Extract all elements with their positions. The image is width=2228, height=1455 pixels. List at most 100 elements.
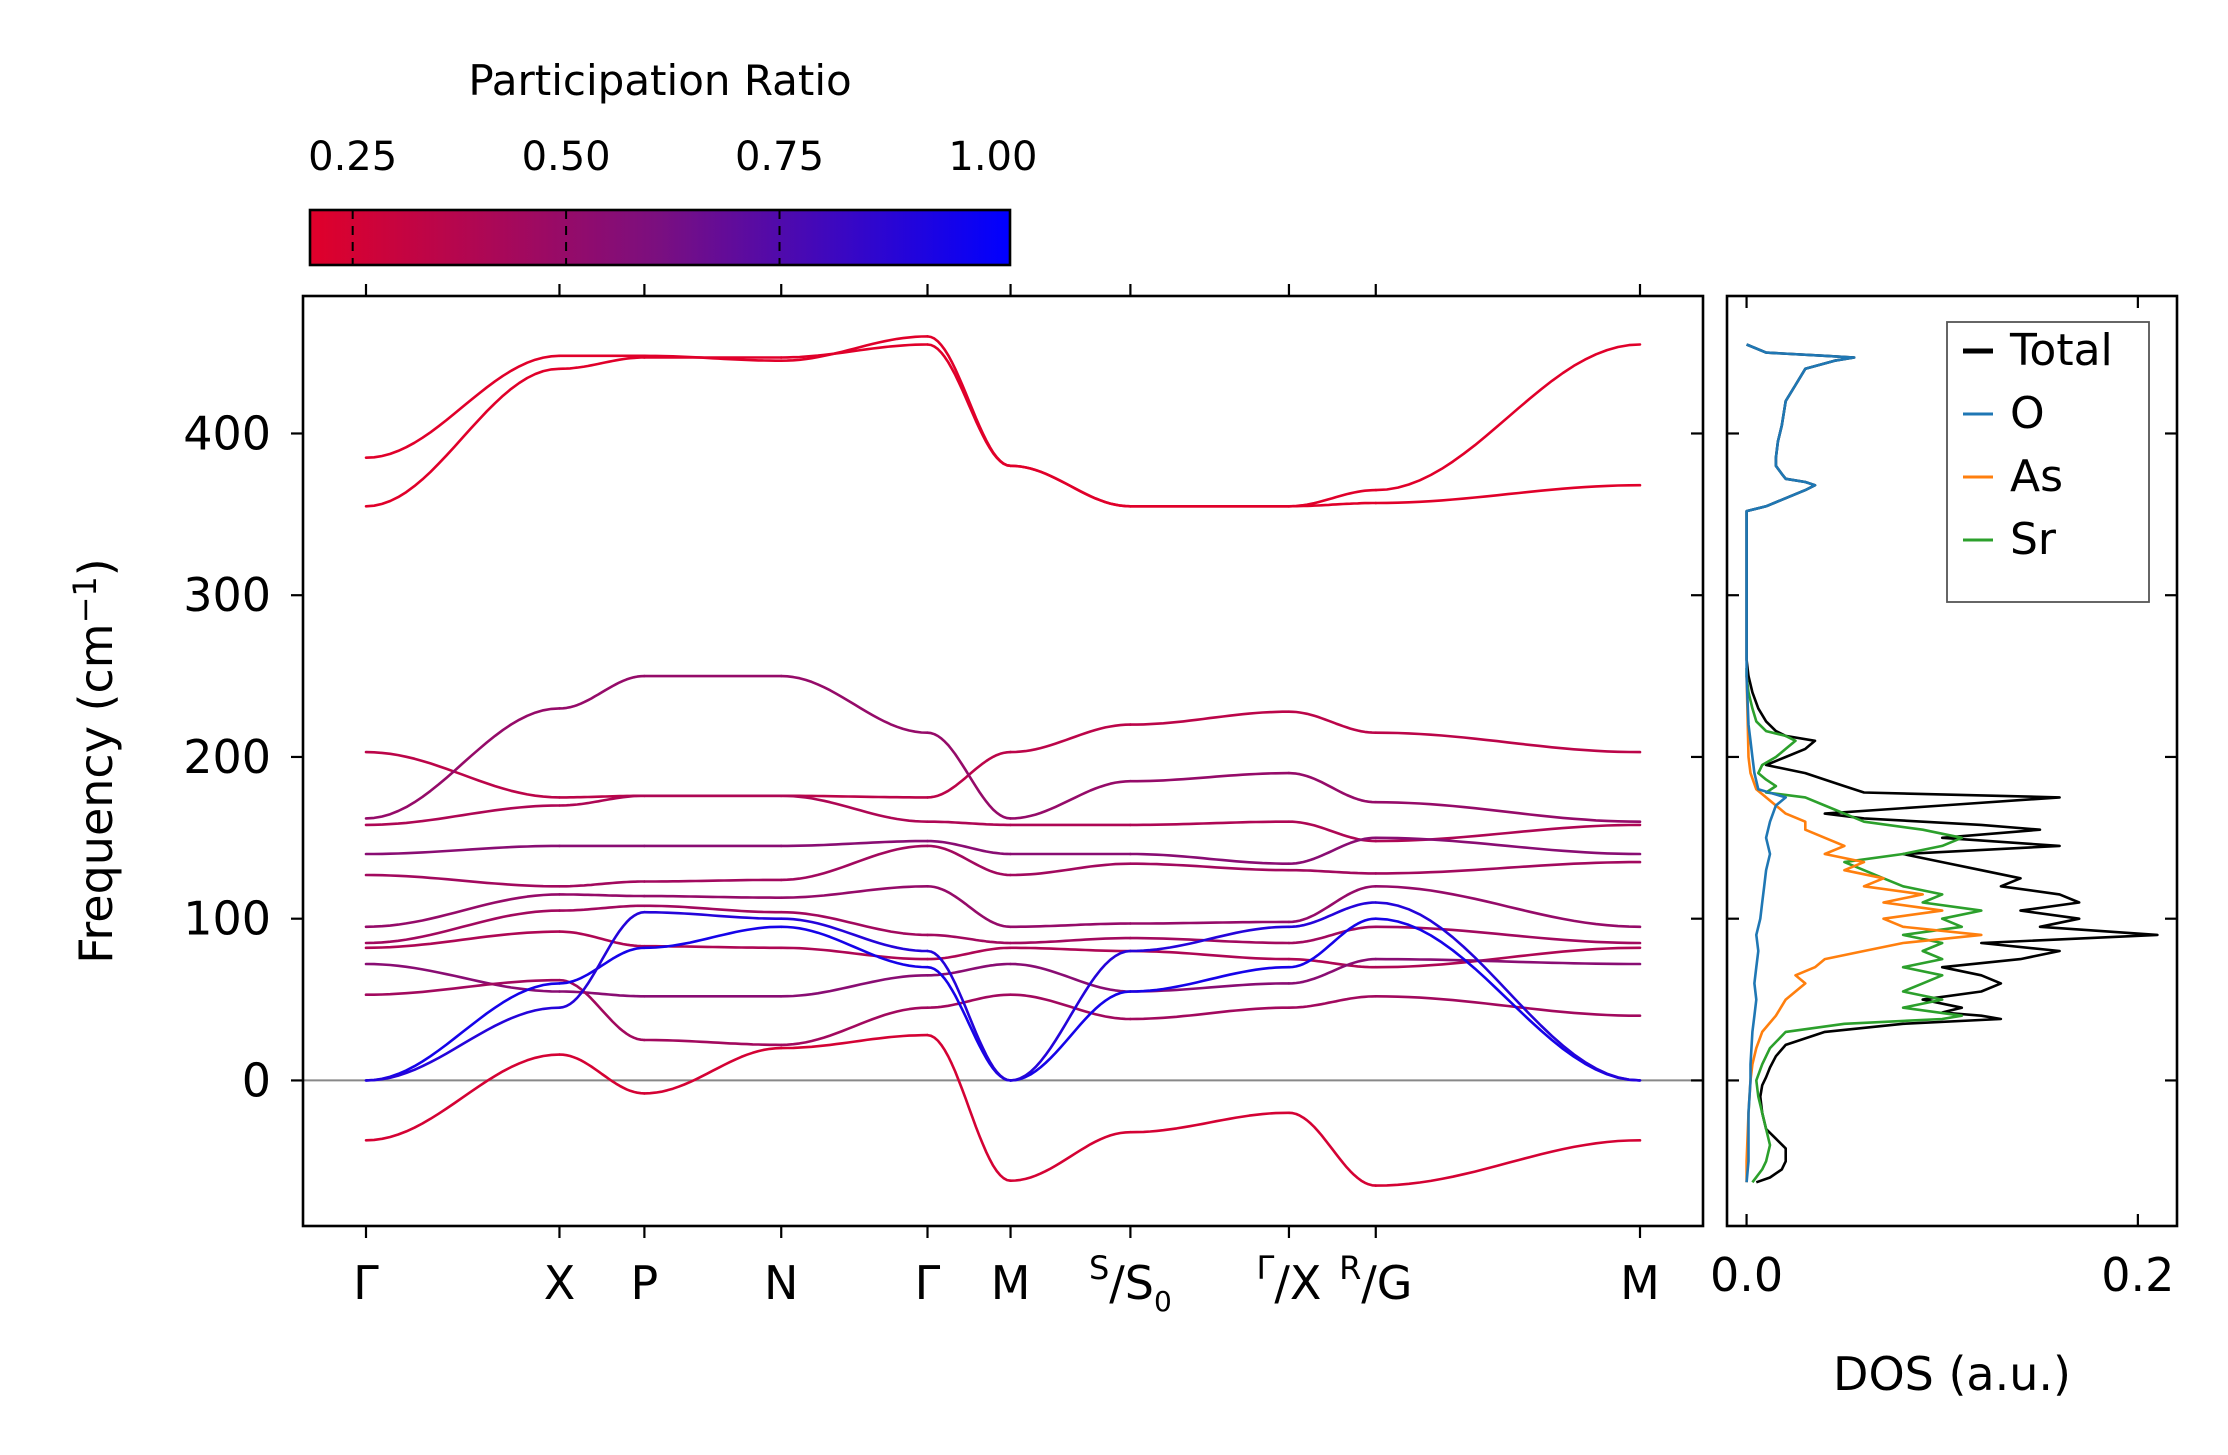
- band-segment: [1009, 946, 1132, 953]
- band-segment: [558, 893, 646, 898]
- colorbar-title: Participation Ratio: [468, 56, 851, 105]
- y-tick-label: 100: [183, 892, 271, 946]
- dos-line-sr: [1745, 668, 1983, 1184]
- band-segment: [1129, 936, 1291, 945]
- band-segment: [1129, 1006, 1291, 1021]
- y-axis-title-end: ): [69, 558, 123, 576]
- legend-items: Total O As Sr: [1963, 325, 2113, 565]
- band-segment: [779, 1033, 929, 1050]
- band-segment: [364, 707, 561, 820]
- band-segment: [1287, 1111, 1378, 1187]
- band-segment: [1374, 957, 1642, 966]
- band-segment: [1129, 925, 1291, 953]
- band-segment: [926, 839, 1012, 856]
- band-segment: [779, 946, 929, 961]
- band-segment: [364, 1053, 561, 1142]
- band-segment: [779, 1006, 929, 1047]
- band-segment: [926, 885, 1012, 929]
- band-segment: [779, 917, 929, 953]
- band-segment: [1009, 1130, 1132, 1182]
- phonon-bands: [364, 335, 1642, 1187]
- band-segment: [643, 910, 783, 920]
- band-segment: [926, 343, 1012, 468]
- y-tick-label: 0: [242, 1053, 271, 1107]
- band-axes-frame: [301, 294, 1705, 1228]
- band-segment: [1009, 962, 1132, 993]
- band-segment: [1287, 868, 1378, 875]
- colorbar-gradient: [308, 208, 1012, 267]
- colorbar: Participation Ratio 0.25 0.50 0.75 1.00: [308, 56, 1037, 267]
- band-segment: [926, 844, 1012, 877]
- band-segment: [364, 982, 561, 1082]
- band-segment: [1287, 957, 1378, 985]
- band-segment: [1374, 343, 1642, 492]
- dos-x-tick-label: 0.2: [2101, 1248, 2174, 1302]
- colorbar-tick-label: 0.75: [735, 134, 824, 180]
- dos-axes-frame: [1725, 294, 2179, 1228]
- x-tick-label: X: [544, 1256, 576, 1310]
- band-segment: [1009, 993, 1132, 1021]
- band-segment: [364, 930, 561, 950]
- x-tick-label: Γ: [915, 1256, 941, 1310]
- legend-label: Total: [2009, 325, 2113, 376]
- band-segment: [558, 880, 646, 888]
- band-segment: [926, 1033, 1012, 1182]
- legend-label: As: [2010, 451, 2063, 502]
- dos-legend: Total O As Sr: [1946, 321, 2150, 603]
- band-segment: [779, 910, 929, 937]
- band-segment: [1129, 820, 1291, 827]
- band-segment: [1374, 731, 1642, 754]
- band-segment: [1009, 936, 1132, 945]
- band-segment: [779, 925, 929, 969]
- legend-frame: [1946, 321, 2150, 603]
- band-segment: [1129, 949, 1291, 961]
- band-segment: [558, 904, 646, 912]
- y-axis-ticks: 0 100 200 300 400: [183, 406, 1703, 1107]
- dos-series: [1745, 343, 2159, 1184]
- band-segment: [558, 930, 646, 948]
- band-segment: [643, 1046, 783, 1095]
- band-segment: [1129, 1111, 1291, 1134]
- band-segment: [643, 878, 783, 883]
- band-segment: [779, 974, 929, 998]
- band-segment: [1287, 710, 1378, 734]
- y-tick-label: 200: [183, 730, 271, 784]
- band-segment: [558, 356, 646, 371]
- band-segment: [558, 946, 646, 985]
- band-segment: [1287, 901, 1378, 929]
- x-tick-label: R/G: [1339, 1249, 1412, 1310]
- x-tick-label: N: [764, 1256, 798, 1310]
- band-segment: [1374, 836, 1642, 856]
- band-segment: [1009, 723, 1132, 754]
- band-segment: [364, 804, 561, 827]
- colorbar-tick-label: 1.00: [948, 134, 1037, 180]
- band-segment: [558, 978, 646, 1042]
- band-segment: [1009, 779, 1132, 820]
- colorbar-ticks: 0.25 0.50 0.75 1.00: [308, 134, 1037, 265]
- band-segment: [364, 978, 561, 996]
- dos-line-as: [1745, 676, 1983, 1183]
- band-segment: [1287, 957, 1378, 969]
- band-segment: [1287, 836, 1378, 865]
- band-segment: [1287, 488, 1378, 508]
- band-segment: [558, 794, 646, 807]
- colorbar-tick-label: 0.25: [308, 134, 397, 180]
- band-segment: [1374, 925, 1642, 945]
- dos-x-axis-title: DOS (a.u.): [1833, 1347, 2071, 1401]
- band-segment: [1374, 483, 1642, 505]
- band-segment: [1287, 925, 1378, 945]
- band-segment: [643, 925, 783, 950]
- band-segment: [364, 909, 561, 945]
- dos-x-tick-label: 0.0: [1710, 1248, 1783, 1302]
- band-segment: [364, 367, 561, 508]
- band-segment: [1129, 852, 1291, 865]
- band-segment: [558, 674, 646, 710]
- x-tick-label: Γ/X: [1257, 1249, 1322, 1310]
- band-segment: [926, 993, 1012, 1009]
- band-segment: [1374, 901, 1642, 1082]
- band-segment: [1009, 862, 1132, 877]
- band-segment: [779, 844, 929, 882]
- band-segment: [1374, 995, 1642, 1017]
- band-segment: [926, 820, 1012, 827]
- band-segment: [1129, 771, 1291, 783]
